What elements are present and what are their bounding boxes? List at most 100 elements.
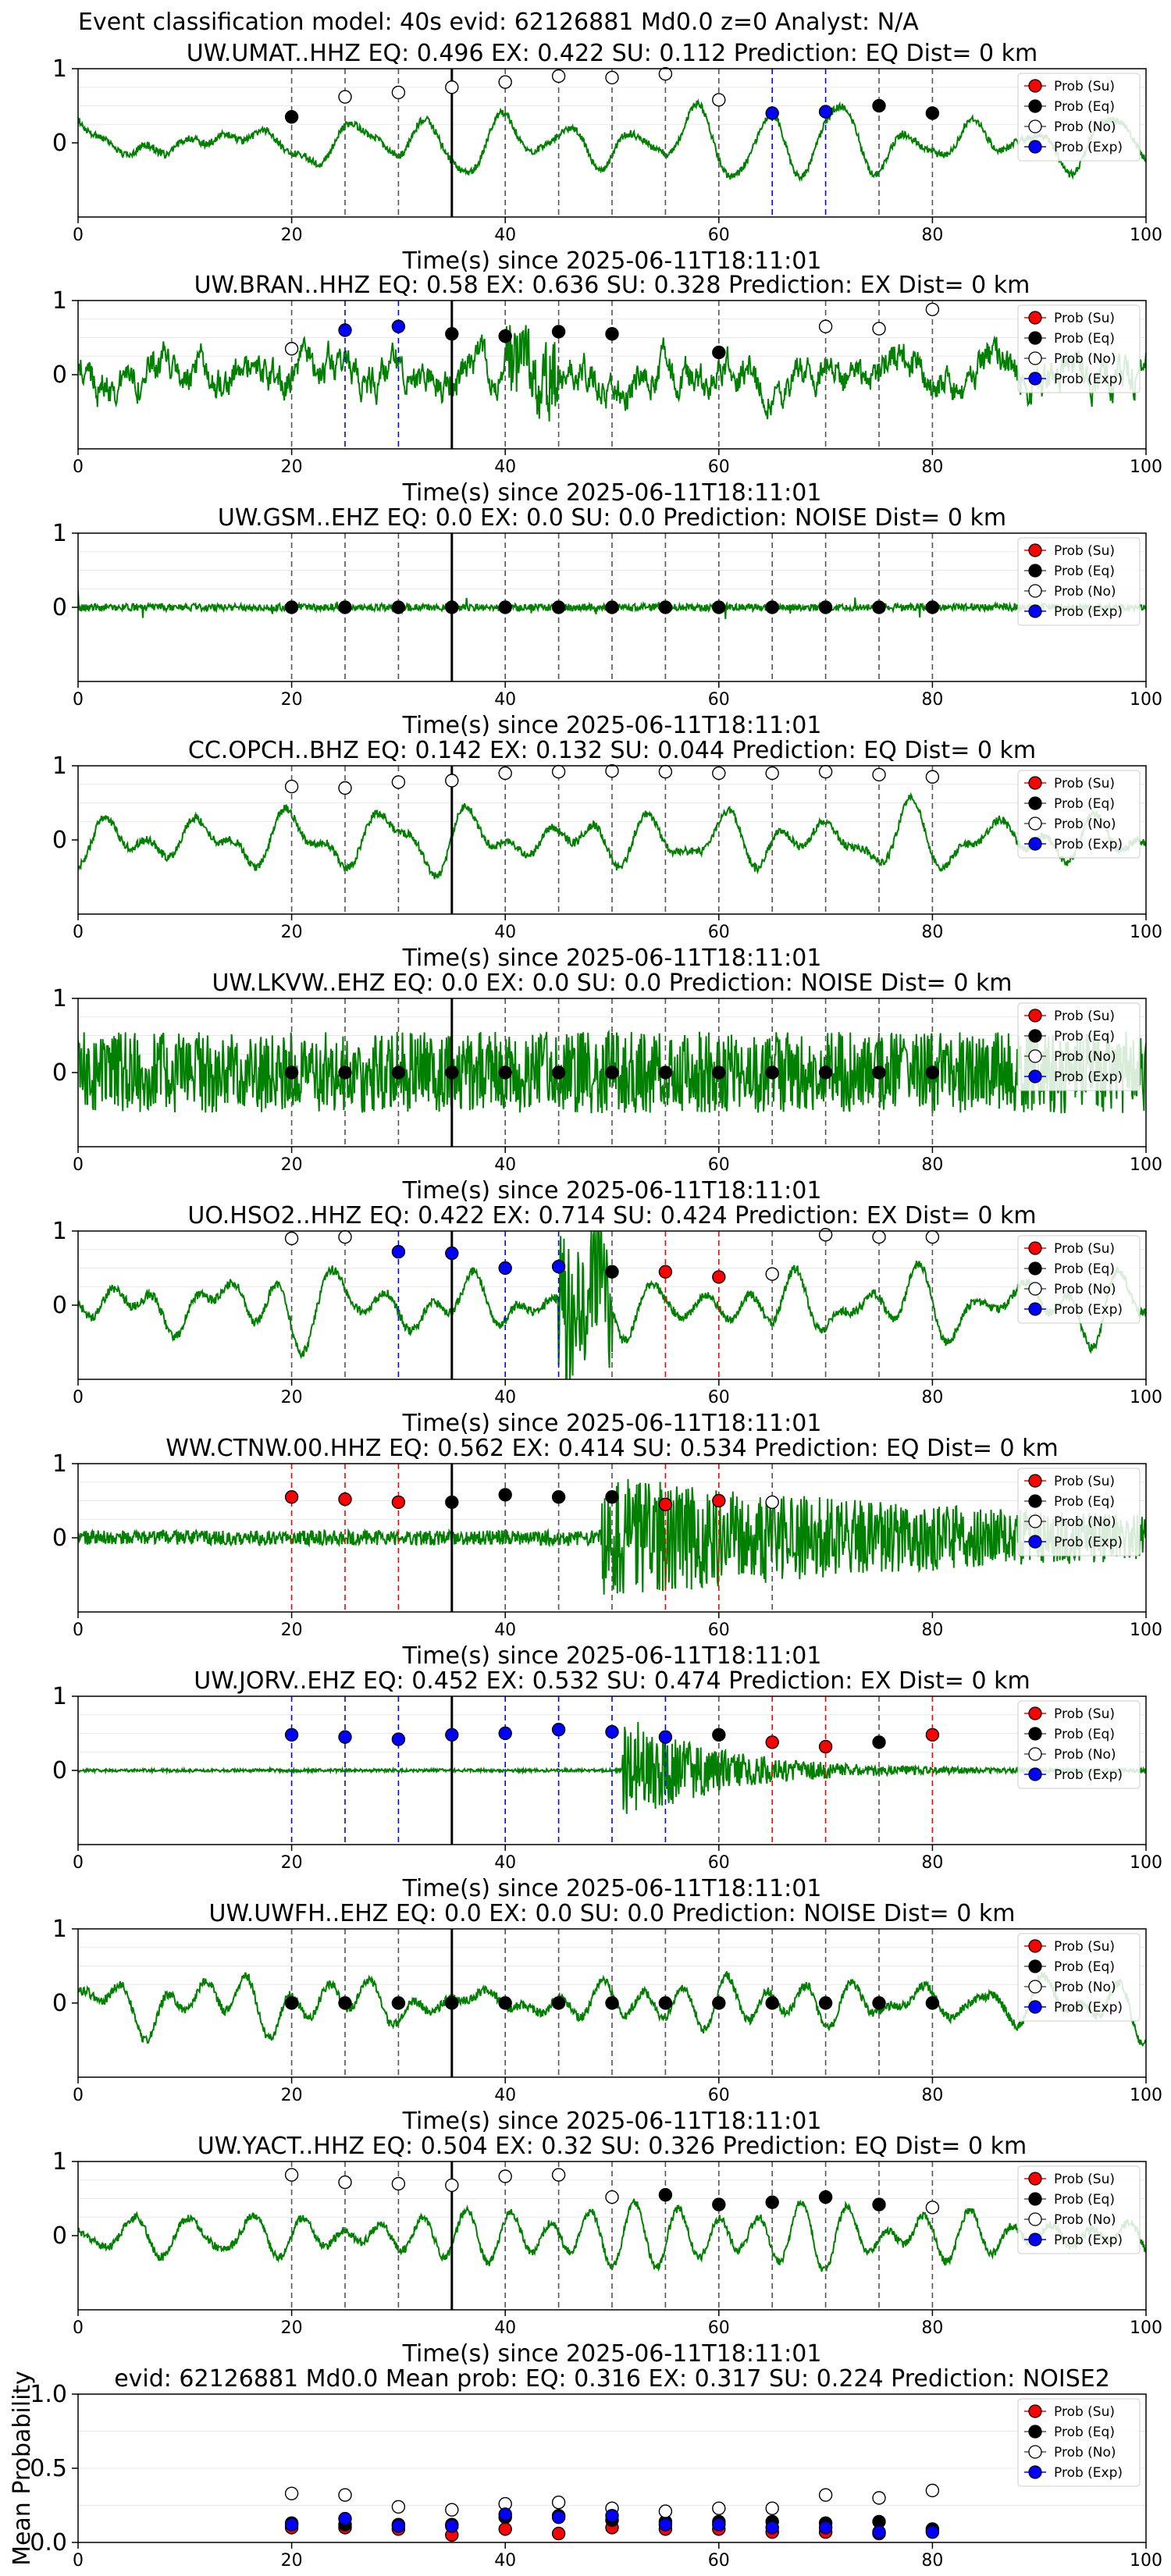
legend-label: Prob (Eq) xyxy=(1054,1029,1115,1044)
probability-marker xyxy=(551,1259,566,1274)
probability-marker xyxy=(445,600,459,614)
probability-marker xyxy=(872,767,886,782)
legend-box xyxy=(1017,770,1141,859)
probability-marker xyxy=(284,2168,299,2182)
probability-marker xyxy=(338,781,352,795)
x-tick-label: 20 xyxy=(281,1621,303,1640)
mean-prob-marker xyxy=(445,2503,459,2517)
legend-marker xyxy=(1028,1706,1042,1720)
x-tick-label: 40 xyxy=(494,923,516,942)
legend-box xyxy=(1017,1933,1141,2022)
probability-marker xyxy=(445,774,459,788)
y-tick-label: 0 xyxy=(52,1292,67,1319)
legend-box xyxy=(1017,1700,1141,1789)
probability-marker xyxy=(551,325,566,339)
probability-marker xyxy=(872,600,886,614)
x-tick-label: 20 xyxy=(281,1155,303,1175)
probability-marker xyxy=(765,106,779,120)
legend-marker xyxy=(1028,79,1042,93)
y-tick-label: 0 xyxy=(52,2222,67,2250)
x-tick-label: 0 xyxy=(73,2551,84,2571)
probability-marker xyxy=(284,1066,299,1080)
legend-marker xyxy=(1028,2172,1042,2186)
probability-marker xyxy=(498,75,512,89)
x-tick-label: 0 xyxy=(73,2086,84,2105)
legend-label: Prob (Exp) xyxy=(1054,1535,1123,1550)
panel-title: evid: 62126881 Md0.0 Mean prob: EQ: 0.31… xyxy=(114,2365,1110,2393)
legend-box xyxy=(1017,2398,1141,2487)
legend-box xyxy=(1017,1235,1141,1324)
panel-title: UW.YACT..HHZ EQ: 0.504 EX: 0.32 SU: 0.32… xyxy=(198,2133,1027,2160)
probability-marker xyxy=(925,1727,940,1742)
x-tick-label: 0 xyxy=(73,226,84,245)
legend-marker xyxy=(1028,604,1042,618)
panel-title: UW.BRAN..HHZ EQ: 0.58 EX: 0.636 SU: 0.32… xyxy=(194,272,1030,299)
legend-label: Prob (Exp) xyxy=(1054,2465,1123,2481)
mean-prob-marker xyxy=(498,2507,512,2521)
y-tick-label: 1 xyxy=(52,753,67,780)
legend-marker xyxy=(1028,1049,1042,1063)
probability-marker xyxy=(391,319,406,333)
mean-prob-marker xyxy=(284,2517,299,2532)
panel-title: UW.UMAT..HHZ EQ: 0.496 EX: 0.422 SU: 0.1… xyxy=(187,40,1038,67)
probability-marker xyxy=(765,1495,779,1510)
mean-prob-marker xyxy=(872,2524,886,2539)
probability-marker xyxy=(498,1261,512,1276)
x-tick-label: 40 xyxy=(494,1853,516,1873)
mean-prob-marker xyxy=(284,2486,299,2501)
probability-marker xyxy=(551,600,566,614)
probability-marker xyxy=(551,69,566,84)
legend-box xyxy=(1017,537,1141,626)
mean-prob-marker xyxy=(391,2500,406,2514)
probability-marker xyxy=(712,2197,726,2211)
legend-marker xyxy=(1028,2465,1042,2479)
probability-marker xyxy=(765,1066,779,1080)
y-tick-label: 0 xyxy=(52,1757,67,1784)
x-tick-label: 60 xyxy=(708,457,730,477)
x-axis-label: Time(s) since 2025-06-11T18:11:01 xyxy=(402,712,822,739)
probability-marker xyxy=(445,1996,459,2010)
legend-label: Prob (Su) xyxy=(1054,311,1115,326)
legend-marker xyxy=(1028,1747,1042,1761)
mean-prob-marker xyxy=(712,2501,726,2516)
legend-marker xyxy=(1028,1959,1042,1973)
probability-marker xyxy=(391,1066,406,1080)
x-tick-label: 80 xyxy=(921,1155,943,1175)
station-panel: CC.OPCH..BHZ EQ: 0.142 EX: 0.132 SU: 0.0… xyxy=(52,737,1162,972)
mean-prob-marker xyxy=(551,2495,566,2510)
x-tick-label: 80 xyxy=(921,1853,943,1873)
probability-marker xyxy=(605,70,619,85)
legend-label: Prob (Exp) xyxy=(1054,1302,1123,1318)
legend-label: Prob (No) xyxy=(1054,584,1116,600)
probability-marker xyxy=(284,779,299,794)
probability-marker xyxy=(498,600,512,614)
x-tick-label: 100 xyxy=(1130,923,1162,942)
probability-marker xyxy=(872,2197,886,2211)
x-tick-label: 80 xyxy=(921,2086,943,2105)
legend-label: Prob (Su) xyxy=(1054,776,1115,792)
probability-marker xyxy=(391,1495,406,1510)
station-panel: UW.GSM..EHZ EQ: 0.0 EX: 0.0 SU: 0.0 Pred… xyxy=(52,504,1162,739)
x-tick-label: 60 xyxy=(708,2551,730,2571)
panel-title: UW.LKVW..EHZ EQ: 0.0 EX: 0.0 SU: 0.0 Pre… xyxy=(212,970,1012,997)
legend-label: Prob (No) xyxy=(1054,351,1116,367)
probability-marker xyxy=(551,1996,566,2010)
x-tick-label: 60 xyxy=(708,226,730,245)
legend-marker xyxy=(1028,1494,1042,1508)
mean-prob-marker xyxy=(445,2519,459,2533)
station-panel: WW.CTNW.00.HHZ EQ: 0.562 EX: 0.414 SU: 0… xyxy=(52,1435,1162,1670)
probability-marker xyxy=(445,1495,459,1510)
station-panel: UW.LKVW..EHZ EQ: 0.0 EX: 0.0 SU: 0.0 Pre… xyxy=(52,970,1162,1204)
y-tick-label: 0.0 xyxy=(30,2529,67,2556)
y-axis-label: Mean Probability xyxy=(9,2371,36,2566)
x-tick-label: 100 xyxy=(1130,2318,1162,2338)
probability-marker xyxy=(765,1267,779,1281)
probability-marker xyxy=(712,1066,726,1080)
x-tick-label: 60 xyxy=(708,1853,730,1873)
legend-marker xyxy=(1028,2212,1042,2226)
x-tick-label: 20 xyxy=(281,226,303,245)
mean-prob-marker xyxy=(925,2483,940,2498)
x-axis-label: Time(s) since 2025-06-11T18:11:01 xyxy=(402,945,822,972)
legend-marker xyxy=(1028,2445,1042,2459)
